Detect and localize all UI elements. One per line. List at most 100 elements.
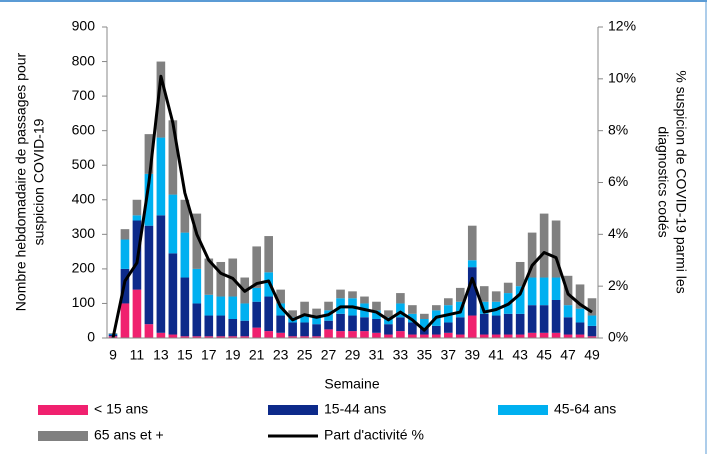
bar-segment — [479, 313, 489, 335]
bar-segment — [144, 173, 154, 226]
bar-segment — [228, 318, 238, 337]
bar-segment — [336, 331, 345, 338]
bar-segment — [467, 260, 477, 268]
bar-segment — [168, 253, 178, 335]
bar-segment — [479, 286, 489, 302]
y2-tick-label: 6% — [608, 173, 628, 189]
x-tick-label: 45 — [536, 347, 552, 363]
bar-segment — [587, 325, 597, 337]
bar-segment — [575, 284, 585, 309]
bar-segment — [384, 334, 393, 338]
x-tick-label: 43 — [512, 347, 528, 363]
activity-line — [111, 74, 593, 339]
bar-segment — [204, 294, 214, 316]
bar-segment — [240, 320, 250, 337]
bar-segment — [336, 313, 345, 332]
bar-segment — [432, 305, 441, 311]
bar-segment — [491, 334, 501, 338]
x-axis-title: Semaine — [324, 376, 379, 392]
bar-segment — [539, 277, 549, 306]
bar-segment — [204, 336, 214, 338]
y-axis-title: suspicion COVID-19 — [31, 118, 47, 245]
bar-segment — [372, 301, 381, 311]
bar-segment — [575, 308, 585, 323]
legend-swatch — [268, 405, 318, 415]
bar-segment — [264, 236, 273, 273]
y2-tick-label: 10% — [608, 70, 636, 86]
x-tick-label: 33 — [393, 347, 409, 363]
legend-label: 15-44 ans — [324, 401, 386, 417]
bar-segment — [479, 334, 489, 338]
bar-segment — [156, 215, 166, 333]
x-tick-label: 37 — [441, 347, 457, 363]
bar-segment — [384, 310, 393, 318]
y-tick-label: 500 — [72, 156, 96, 172]
bar-segment — [443, 298, 453, 306]
bar-segment — [324, 301, 333, 311]
bar-segment — [420, 334, 429, 338]
bar-segment — [132, 215, 142, 221]
bar-segment — [132, 289, 142, 338]
bar-segment — [587, 298, 597, 316]
x-tick-label: 19 — [225, 347, 241, 363]
x-tick-label: 41 — [488, 347, 504, 363]
bar-segment — [276, 332, 285, 338]
bar-segment — [515, 286, 525, 314]
bar-segment — [563, 334, 573, 338]
legend-label: Part d'activité % — [324, 427, 424, 443]
bar-segment — [491, 291, 501, 302]
bar-segment — [348, 331, 357, 338]
bar-segment — [180, 199, 190, 233]
legend-swatch — [498, 405, 548, 415]
bar-segment — [348, 315, 357, 332]
bar-segment — [503, 313, 513, 335]
legend-label: < 15 ans — [94, 401, 148, 417]
bar-segment — [276, 303, 285, 316]
bar-segment — [156, 61, 166, 138]
bar-segment — [575, 322, 585, 335]
bar-segment — [288, 310, 297, 318]
bar-segment — [396, 331, 405, 338]
bar-segment — [408, 305, 417, 314]
bar-segment — [420, 318, 429, 328]
bar-segment — [156, 332, 166, 338]
bar-segment — [192, 336, 202, 338]
bar-segment — [527, 305, 537, 333]
x-tick-label: 27 — [321, 347, 337, 363]
y-tick-label: 300 — [72, 225, 96, 241]
bar-segment — [252, 246, 262, 288]
bar-segment — [467, 225, 477, 261]
y-tick-label: 200 — [72, 260, 96, 276]
bar-segment — [120, 239, 130, 269]
x-tick-label: 39 — [464, 347, 480, 363]
bar-segment — [336, 289, 345, 299]
x-tick-label: 17 — [201, 347, 217, 363]
bar-segment — [300, 322, 309, 337]
bar-segment — [348, 291, 357, 299]
bar-segment — [120, 229, 130, 240]
y2-axis-title: % suspicion de COVID-19 parmi les — [673, 70, 689, 293]
bar-segment — [563, 317, 573, 335]
bar-segment — [300, 336, 309, 338]
bar-segment — [467, 315, 477, 338]
x-tick-label: 13 — [153, 347, 169, 363]
bar-segment — [420, 313, 429, 319]
y2-axis-title: diagnostics codés — [655, 126, 671, 237]
bar-segment — [288, 322, 297, 337]
bar-segment — [180, 232, 190, 278]
bar-segment — [240, 336, 250, 338]
bar-segment — [396, 317, 405, 332]
x-tick-label: 29 — [345, 347, 361, 363]
y-tick-label: 800 — [72, 52, 96, 68]
legend-swatch — [38, 405, 88, 415]
y-tick-label: 700 — [72, 87, 96, 103]
bar-segment — [360, 331, 369, 338]
bar-segment — [587, 315, 597, 326]
y2-tick-label: 0% — [608, 329, 628, 345]
bar-segment — [276, 289, 285, 304]
x-tick-label: 25 — [297, 347, 313, 363]
bar-segment — [312, 336, 321, 338]
bar-segment — [312, 308, 321, 316]
x-tick-label: 11 — [130, 347, 145, 363]
bar-segment — [120, 303, 130, 338]
